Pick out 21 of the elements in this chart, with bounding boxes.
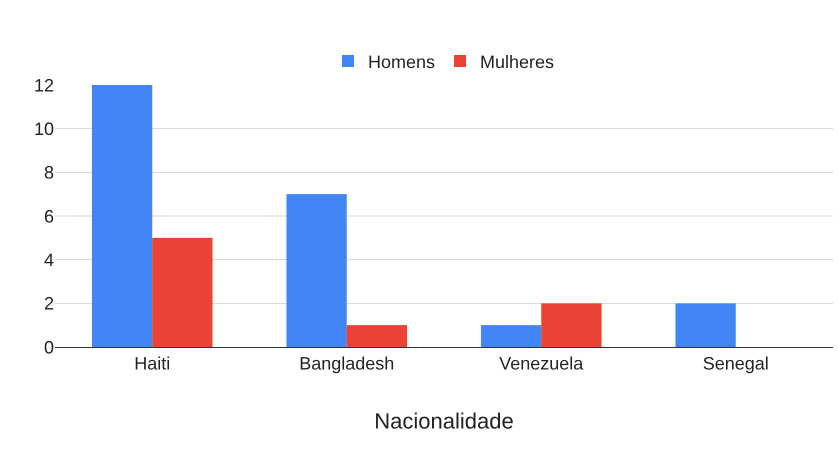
y-tick-label: 0 xyxy=(44,337,54,358)
x-tick-label: Venezuela xyxy=(499,354,584,374)
legend-label: Mulheres xyxy=(480,52,554,72)
y-tick-label: 8 xyxy=(44,162,54,183)
x-tick-label: Bangladesh xyxy=(299,354,394,374)
bar xyxy=(286,194,347,347)
y-tick-label: 6 xyxy=(44,206,54,226)
bar xyxy=(541,303,602,347)
x-tick-label: Senegal xyxy=(702,354,769,374)
y-tick-label: 12 xyxy=(34,75,54,96)
bar xyxy=(675,303,736,347)
y-tick-label: 4 xyxy=(44,250,54,270)
y-tick-label: 2 xyxy=(44,294,54,314)
legend-label: Homens xyxy=(368,52,436,72)
bar xyxy=(92,85,152,347)
y-tick-label: 10 xyxy=(34,118,54,139)
bar xyxy=(346,325,408,347)
x-axis-title: Nacionalidade xyxy=(374,408,514,434)
bar xyxy=(152,238,213,347)
x-tick-label: Haiti xyxy=(134,354,170,374)
bar xyxy=(480,325,542,347)
